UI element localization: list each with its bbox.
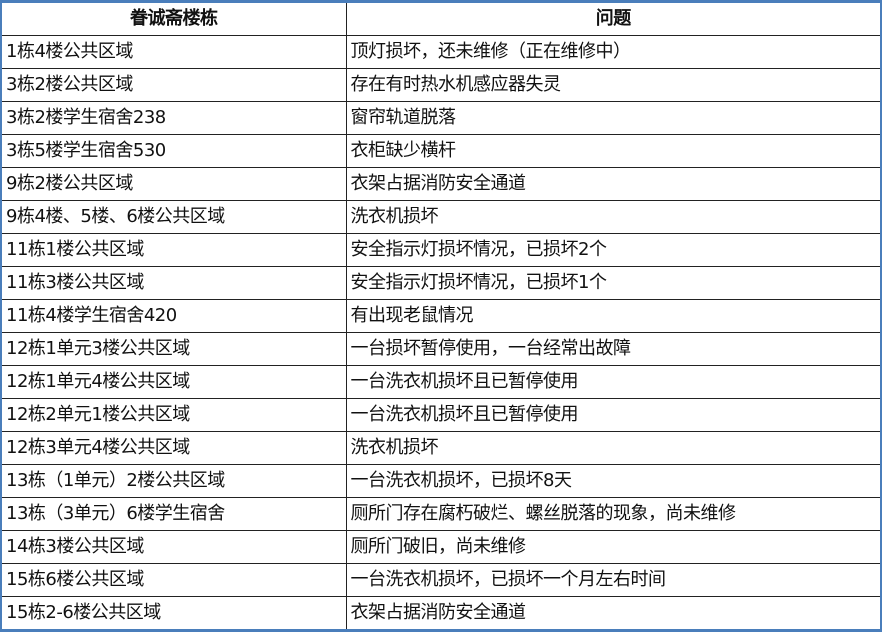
table-row: 11栋4楼学生宿舍420 有出现老鼠情况	[2, 299, 880, 333]
table-row: 12栋2单元1楼公共区域 一台洗衣机损坏且已暂停使用	[2, 398, 880, 432]
building-cell: 11栋1楼公共区域	[2, 233, 347, 267]
table-row: 15栋2-6楼公共区域 衣架占据消防安全通道	[2, 596, 880, 629]
issue-cell: 一台洗衣机损坏，已损坏一个月左右时间	[345, 563, 880, 597]
building-cell: 11栋4楼学生宿舍420	[2, 299, 347, 333]
header-row: 眷诚斋楼栋 问题	[2, 3, 880, 36]
building-cell: 15栋2-6楼公共区域	[2, 596, 347, 629]
issue-cell: 衣架占据消防安全通道	[345, 596, 880, 629]
table-row: 9栋4楼、5楼、6楼公共区域 洗衣机损坏	[2, 200, 880, 234]
building-cell: 9栋2楼公共区域	[2, 167, 347, 201]
issue-cell: 安全指示灯损坏情况，已损坏1个	[345, 266, 880, 300]
table-row: 12栋1单元3楼公共区域 一台损坏暂停使用，一台经常出故障	[2, 332, 880, 366]
header-issue: 问题	[345, 3, 880, 36]
table-row: 13栋（3单元）6楼学生宿舍 厕所门存在腐朽破烂、螺丝脱落的现象，尚未维修	[2, 497, 880, 531]
table-row: 3栋5楼学生宿舍530 衣柜缺少横杆	[2, 134, 880, 168]
table-row: 15栋6楼公共区域 一台洗衣机损坏，已损坏一个月左右时间	[2, 563, 880, 597]
issue-cell: 顶灯损坏，还未维修（正在维修中）	[345, 35, 880, 69]
table-row: 1栋4楼公共区域 顶灯损坏，还未维修（正在维修中）	[2, 35, 880, 69]
building-cell: 12栋3单元4楼公共区域	[2, 431, 347, 465]
building-cell: 3栋5楼学生宿舍530	[2, 134, 347, 168]
issue-cell: 洗衣机损坏	[345, 200, 880, 234]
table-row: 3栋2楼公共区域 存在有时热水机感应器失灵	[2, 68, 880, 102]
issue-cell: 安全指示灯损坏情况，已损坏2个	[345, 233, 880, 267]
building-cell: 3栋2楼公共区域	[2, 68, 347, 102]
dorm-issues-table: 眷诚斋楼栋 问题 1栋4楼公共区域 顶灯损坏，还未维修（正在维修中） 3栋2楼公共区…	[2, 3, 880, 629]
issue-cell: 厕所门存在腐朽破烂、螺丝脱落的现象，尚未维修	[345, 497, 880, 531]
table-row: 14栋3楼公共区域 厕所门破旧，尚未维修	[2, 530, 880, 564]
building-cell: 3栋2楼学生宿舍238	[2, 101, 347, 135]
issue-cell: 一台洗衣机损坏且已暂停使用	[345, 398, 880, 432]
building-cell: 12栋1单元3楼公共区域	[2, 332, 347, 366]
header-building: 眷诚斋楼栋	[2, 3, 347, 36]
table-row: 12栋3单元4楼公共区域 洗衣机损坏	[2, 431, 880, 465]
table-row: 12栋1单元4楼公共区域 一台洗衣机损坏且已暂停使用	[2, 365, 880, 399]
issue-cell: 一台洗衣机损坏，已损坏8天	[345, 464, 880, 498]
building-cell: 15栋6楼公共区域	[2, 563, 347, 597]
building-cell: 12栋2单元1楼公共区域	[2, 398, 347, 432]
building-cell: 14栋3楼公共区域	[2, 530, 347, 564]
issue-cell: 窗帘轨道脱落	[345, 101, 880, 135]
table-row: 11栋3楼公共区域 安全指示灯损坏情况，已损坏1个	[2, 266, 880, 300]
issue-cell: 厕所门破旧，尚未维修	[345, 530, 880, 564]
issue-cell: 一台损坏暂停使用，一台经常出故障	[345, 332, 880, 366]
table-row: 11栋1楼公共区域 安全指示灯损坏情况，已损坏2个	[2, 233, 880, 267]
building-cell: 11栋3楼公共区域	[2, 266, 347, 300]
building-cell: 9栋4楼、5楼、6楼公共区域	[2, 200, 347, 234]
issue-cell: 一台洗衣机损坏且已暂停使用	[345, 365, 880, 399]
building-cell: 13栋（1单元）2楼公共区域	[2, 464, 347, 498]
table-row: 9栋2楼公共区域 衣架占据消防安全通道	[2, 167, 880, 201]
issue-cell: 存在有时热水机感应器失灵	[345, 68, 880, 102]
issue-cell: 衣柜缺少横杆	[345, 134, 880, 168]
building-cell: 13栋（3单元）6楼学生宿舍	[2, 497, 347, 531]
issue-cell: 洗衣机损坏	[345, 431, 880, 465]
table-row: 13栋（1单元）2楼公共区域 一台洗衣机损坏，已损坏8天	[2, 464, 880, 498]
table-row: 3栋2楼学生宿舍238 窗帘轨道脱落	[2, 101, 880, 135]
issue-cell: 有出现老鼠情况	[345, 299, 880, 333]
issue-cell: 衣架占据消防安全通道	[345, 167, 880, 201]
building-cell: 12栋1单元4楼公共区域	[2, 365, 347, 399]
building-cell: 1栋4楼公共区域	[2, 35, 347, 69]
